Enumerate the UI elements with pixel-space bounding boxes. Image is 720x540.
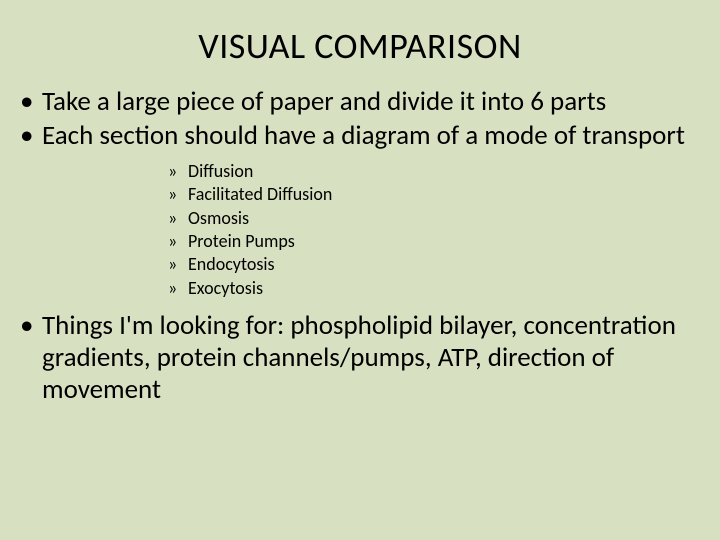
bullet-marker: • [18, 120, 42, 152]
sub-bullet-text: Exocytosis [188, 277, 706, 300]
bullet-text: Take a large piece of paper and divide i… [42, 86, 706, 118]
bullet-text: Each section should have a diagram of a … [42, 120, 706, 152]
slide: VISUAL COMPARISON • Take a large piece o… [0, 0, 720, 540]
sub-bullet-text: Protein Pumps [188, 230, 706, 253]
sub-bullet-item: » Endocytosis [168, 253, 706, 276]
sub-bullet-text: Endocytosis [188, 253, 706, 276]
sub-bullet-marker: » [168, 183, 188, 206]
sub-bullet-text: Facilitated Diffusion [188, 183, 706, 206]
sub-bullet-marker: » [168, 230, 188, 253]
slide-content: • Take a large piece of paper and divide… [0, 86, 720, 406]
sub-bullet-marker: » [168, 277, 188, 300]
sub-bullet-item: » Facilitated Diffusion [168, 183, 706, 206]
sub-bullet-item: » Exocytosis [168, 277, 706, 300]
sub-bullet-marker: » [168, 160, 188, 183]
bullet-marker: • [18, 86, 42, 118]
sub-bullet-list: » Diffusion » Facilitated Diffusion » Os… [18, 154, 706, 310]
bullet-text: Things I'm looking for: phospholipid bil… [42, 310, 706, 406]
slide-title: VISUAL COMPARISON [0, 0, 720, 86]
sub-bullet-marker: » [168, 207, 188, 230]
sub-bullet-marker: » [168, 253, 188, 276]
sub-bullet-text: Osmosis [188, 207, 706, 230]
sub-bullet-text: Diffusion [188, 160, 706, 183]
bullet-item: • Each section should have a diagram of … [18, 120, 706, 152]
sub-bullet-item: » Diffusion [168, 160, 706, 183]
bullet-item: • Things I'm looking for: phospholipid b… [18, 310, 706, 406]
bullet-marker: • [18, 310, 42, 342]
sub-bullet-item: » Protein Pumps [168, 230, 706, 253]
sub-bullet-item: » Osmosis [168, 207, 706, 230]
bullet-item: • Take a large piece of paper and divide… [18, 86, 706, 118]
